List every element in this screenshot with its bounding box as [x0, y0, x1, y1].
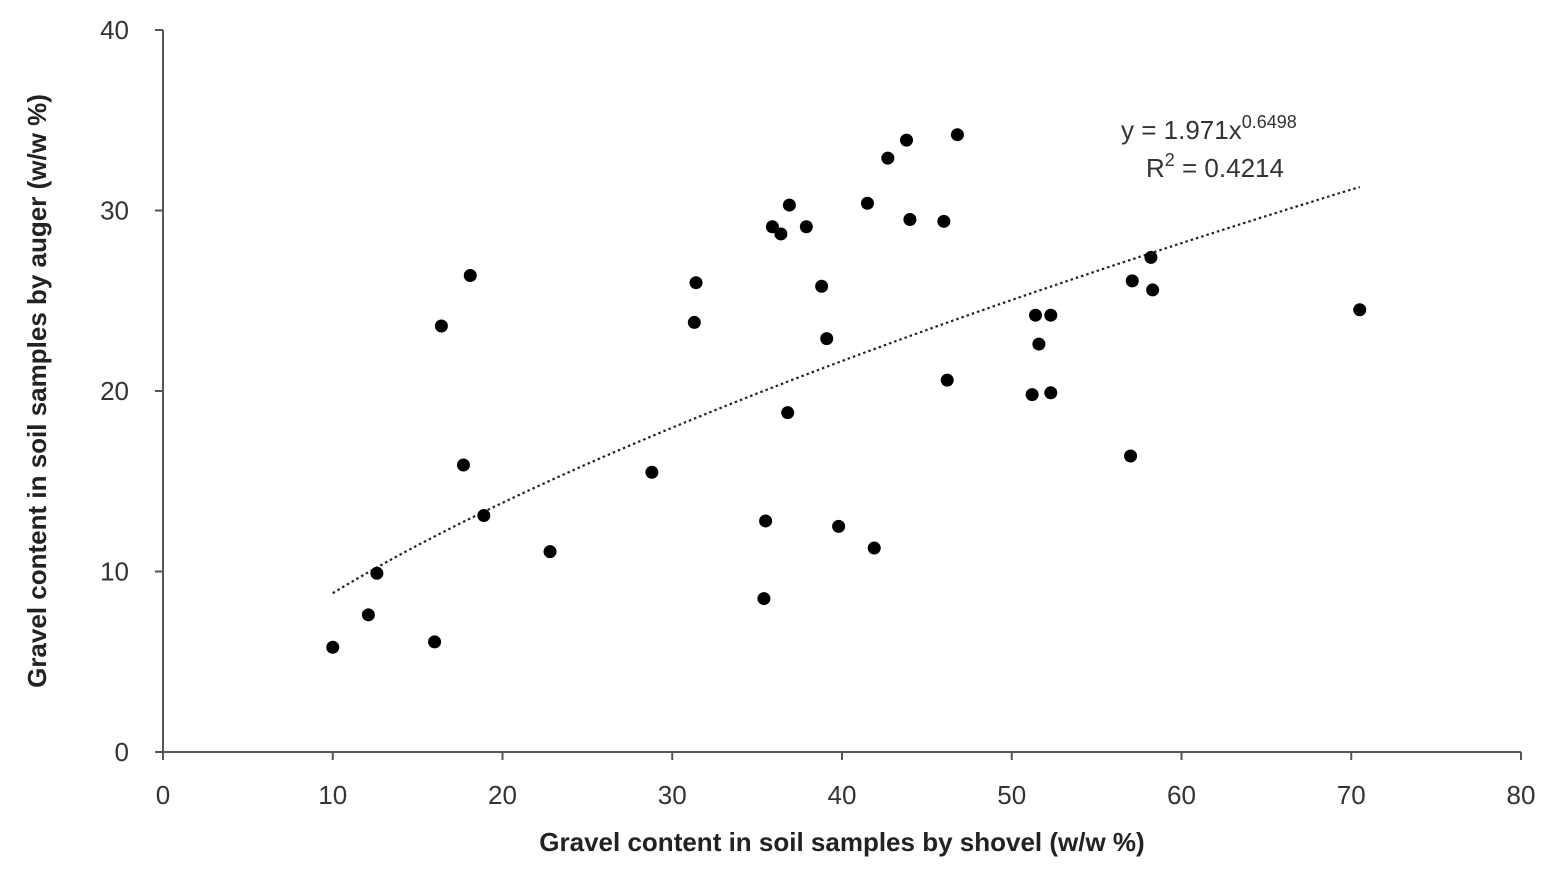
data-point — [782, 198, 796, 212]
data-point — [326, 640, 340, 654]
data-point — [950, 128, 964, 142]
x-tick-label: 0 — [156, 780, 170, 810]
x-tick-label: 30 — [658, 780, 687, 810]
x-tick-label: 40 — [828, 780, 857, 810]
data-point — [815, 279, 829, 293]
x-tick-label: 70 — [1337, 780, 1366, 810]
data-point — [757, 592, 771, 606]
data-point — [1125, 274, 1139, 288]
data-point — [1032, 337, 1046, 351]
data-point — [900, 133, 914, 147]
data-point — [1144, 250, 1158, 264]
x-tick-label: 60 — [1167, 780, 1196, 810]
data-point — [940, 373, 954, 387]
data-point — [832, 519, 846, 533]
data-point — [689, 276, 703, 290]
axes — [162, 30, 1521, 753]
r2-value: = 0.4214 — [1175, 153, 1284, 183]
y-tick-label: 40 — [100, 15, 129, 45]
data-point — [867, 541, 881, 555]
data-point — [774, 227, 788, 241]
y-tick-label: 20 — [100, 376, 129, 406]
data-point — [428, 635, 442, 649]
ticks: 0 10 20 30 40 50 60 70 80 0 10 20 30 40 — [100, 15, 1535, 810]
data-point — [759, 514, 773, 528]
data-point — [1124, 449, 1138, 463]
data-point — [903, 213, 917, 227]
data-point — [361, 608, 375, 622]
data-point — [1044, 386, 1058, 400]
data-point — [1353, 303, 1367, 317]
data-point — [370, 566, 384, 580]
data-point — [434, 319, 448, 333]
equation-base: y = 1.971x — [1121, 115, 1242, 145]
r2-superscript: 2 — [1165, 150, 1175, 170]
y-tick-label: 0 — [115, 737, 129, 767]
data-point — [781, 406, 795, 420]
data-point — [463, 268, 477, 282]
data-point — [1044, 308, 1058, 322]
data-point — [799, 220, 813, 234]
x-tick-label: 50 — [997, 780, 1026, 810]
data-point — [477, 509, 491, 523]
data-point — [1146, 283, 1160, 297]
data-point — [687, 315, 701, 329]
x-tick-label: 80 — [1507, 780, 1536, 810]
data-point — [765, 220, 779, 234]
y-axis-title: Gravel content in soil samples by auger … — [22, 94, 52, 688]
x-axis-title: Gravel content in soil samples by shovel… — [539, 827, 1144, 857]
data-point — [1029, 308, 1043, 322]
data-point — [860, 196, 874, 210]
data-point — [456, 458, 470, 472]
data-point — [1025, 388, 1039, 402]
x-tick-label: 10 — [318, 780, 347, 810]
r2-prefix: R — [1146, 153, 1165, 183]
data-point — [645, 465, 659, 479]
data-point — [937, 214, 951, 228]
equation-exponent: 0.6498 — [1242, 112, 1297, 132]
x-tick-label: 20 — [488, 780, 517, 810]
r-squared-label: R2 = 0.4214 — [1146, 150, 1284, 183]
y-tick-label: 10 — [100, 557, 129, 587]
data-point — [543, 545, 557, 559]
data-points — [326, 128, 1367, 654]
trendline-equation: y = 1.971x0.6498 — [1121, 112, 1297, 145]
y-tick-label: 30 — [100, 196, 129, 226]
data-point — [820, 332, 834, 346]
power-trendline — [332, 185, 1361, 595]
trendline-group — [332, 185, 1361, 595]
data-point — [881, 151, 895, 165]
